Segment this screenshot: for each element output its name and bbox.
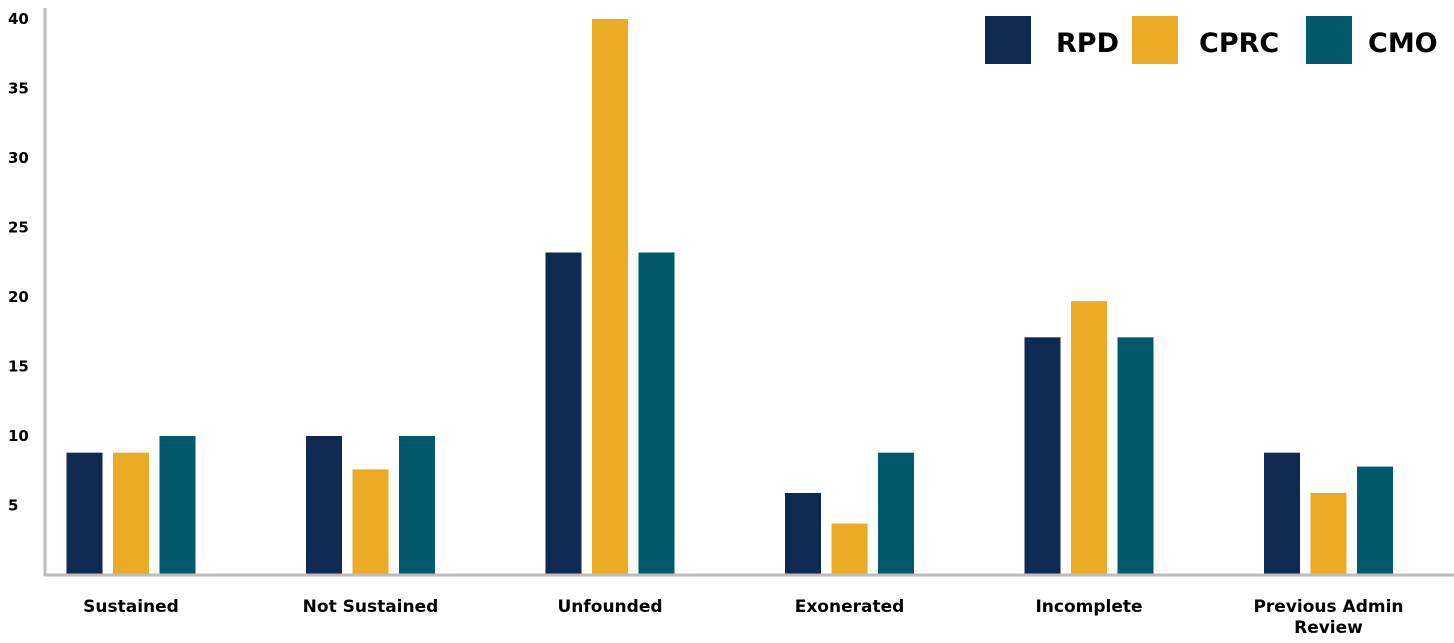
bar-rpd-incomplete (1024, 337, 1061, 575)
bar-cprc-unfounded (592, 19, 628, 575)
bar-cprc-sustained (113, 452, 149, 575)
y-tick-label: 30 (8, 149, 29, 167)
bar-rpd-previous-admin-review (1264, 452, 1300, 575)
legend-swatch-cmo (1306, 16, 1352, 64)
legend-label-cmo: CMO (1368, 28, 1438, 59)
bar-rpd-exonerated (785, 492, 821, 575)
x-tick-label: Not Sustained (303, 597, 439, 617)
x-axis-labels: Sustained Not Sustained Unfounded Exonerate… (83, 597, 1403, 638)
y-tick-label: 40 (8, 10, 29, 28)
legend-swatch-cprc (1132, 16, 1178, 64)
bar-cmo-exonerated (878, 452, 914, 575)
bar-cmo-not-sustained (399, 436, 435, 575)
bar-cmo-sustained (159, 436, 196, 575)
x-tick-label: Incomplete (1035, 597, 1142, 617)
y-axis-ticks: 5 10 15 20 25 30 35 40 (8, 10, 29, 515)
legend-label-cprc: CPRC (1199, 28, 1279, 59)
bar-cmo-incomplete (1117, 337, 1154, 575)
bar-rpd-sustained (66, 452, 103, 575)
axes (43, 8, 1454, 577)
legend: RPD CPRC CMO (985, 16, 1438, 64)
bar-rpd-unfounded (545, 252, 582, 575)
bar-cprc-exonerated (831, 523, 868, 575)
bar-cmo-unfounded (638, 252, 675, 575)
y-tick-label: 5 (8, 497, 18, 515)
y-tick-label: 15 (8, 358, 29, 376)
x-tick-label: Exonerated (795, 597, 905, 617)
x-tick-label: Previous Admin Review (1253, 597, 1403, 638)
bar-rpd-not-sustained (306, 436, 342, 575)
legend-label-rpd: RPD (1056, 28, 1119, 59)
bar-cprc-previous-admin-review (1310, 492, 1347, 575)
bar-cprc-incomplete (1071, 301, 1107, 575)
y-tick-label: 35 (8, 80, 29, 98)
bars (66, 19, 1393, 575)
legend-swatch-rpd (985, 16, 1031, 64)
y-tick-label: 20 (8, 288, 29, 306)
bar-cprc-not-sustained (352, 469, 389, 575)
bar-cmo-previous-admin-review (1357, 466, 1393, 575)
y-tick-label: 10 (8, 427, 29, 445)
x-tick-label: Sustained (83, 597, 179, 617)
y-tick-label: 25 (8, 219, 29, 237)
x-tick-label: Unfounded (557, 597, 662, 617)
